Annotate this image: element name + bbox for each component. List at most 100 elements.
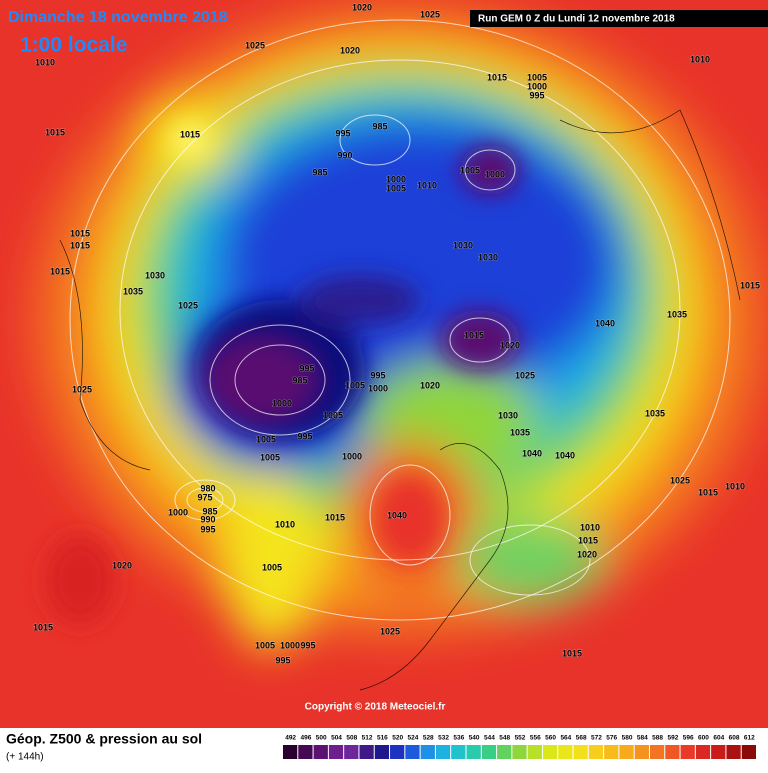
isobar-label: 1020 bbox=[577, 549, 597, 559]
colorbar-swatch bbox=[466, 745, 481, 759]
low-cores bbox=[45, 122, 520, 625]
colorbar-swatch bbox=[451, 745, 466, 759]
colorbar-swatch bbox=[283, 745, 298, 759]
map-title: Dimanche 18 novembre 2018 bbox=[8, 9, 228, 26]
colorbar-swatch bbox=[512, 745, 527, 759]
isobar-label: 995 bbox=[300, 640, 315, 650]
colorbar-label: 544 bbox=[484, 735, 495, 742]
isobar-label: 1000 bbox=[272, 398, 292, 408]
isobar-label: 985 bbox=[292, 375, 307, 385]
isobar-label: 1000 bbox=[527, 81, 547, 91]
isobar-label: 1005 bbox=[323, 410, 343, 420]
isobar-label: 1015 bbox=[487, 72, 507, 82]
map-time: 1:00 locale bbox=[20, 34, 127, 57]
isobar-label: 985 bbox=[312, 167, 327, 177]
isobar-label: 1005 bbox=[386, 183, 406, 193]
colorbar-label: 552 bbox=[515, 735, 526, 742]
isobar-label: 995 bbox=[297, 431, 312, 441]
isobar-label: 1035 bbox=[645, 408, 665, 418]
isobar-label: 1015 bbox=[698, 487, 718, 497]
isobar-label: 1015 bbox=[70, 228, 90, 238]
colorbar-swatch bbox=[344, 745, 359, 759]
isobar-label: 1020 bbox=[352, 2, 372, 12]
colorbar-swatch bbox=[542, 745, 558, 759]
isobar-label: 985 bbox=[202, 506, 217, 516]
isobar-label: 1005 bbox=[262, 562, 282, 572]
isobar-label: 1030 bbox=[478, 252, 498, 262]
isobar-label: 1010 bbox=[417, 180, 437, 190]
colorbar-label: 596 bbox=[683, 735, 694, 742]
colorbar-label: 556 bbox=[530, 735, 541, 742]
isobar-label: 1025 bbox=[72, 384, 92, 394]
isobar-label: 1025 bbox=[515, 370, 535, 380]
isobar-label: 1040 bbox=[522, 448, 542, 458]
colorbar-swatch bbox=[588, 745, 604, 759]
colorbar-label: 568 bbox=[576, 735, 587, 742]
isobar-label: 975 bbox=[197, 492, 212, 502]
isobar-label: 980 bbox=[200, 483, 215, 493]
colorbar-label: 536 bbox=[453, 735, 464, 742]
isobar-label: 1025 bbox=[178, 300, 198, 310]
colorbar-label: 580 bbox=[622, 735, 633, 742]
colorbar-swatch bbox=[328, 745, 344, 759]
isobar-label: 995 bbox=[529, 90, 544, 100]
colorbar-swatch bbox=[558, 745, 573, 759]
colorbar-label: 512 bbox=[362, 735, 373, 742]
colorbar-label: 496 bbox=[301, 735, 312, 742]
isobar-label: 995 bbox=[335, 128, 350, 138]
isobar-label: 1020 bbox=[112, 560, 132, 570]
isobar-label: 1030 bbox=[498, 410, 518, 420]
colorbar-swatch bbox=[359, 745, 374, 759]
isobar-label: 1015 bbox=[33, 622, 53, 632]
isobar-label: 1015 bbox=[325, 512, 345, 522]
isobar-label: 1000 bbox=[280, 640, 300, 650]
isobar-label: 995 bbox=[200, 524, 215, 534]
colorbar-label: 500 bbox=[316, 735, 327, 742]
colorbar-label: 604 bbox=[713, 735, 724, 742]
colorbar-swatch bbox=[619, 745, 634, 759]
isobar-label: 1015 bbox=[464, 330, 484, 340]
colorbar-label: 520 bbox=[392, 735, 403, 742]
isobar-label: 1035 bbox=[510, 427, 530, 437]
copyright: Copyright © 2018 Meteociel.fr bbox=[305, 702, 446, 713]
isobar-label: 1015 bbox=[578, 535, 598, 545]
isobar-label: 1005 bbox=[460, 165, 480, 175]
isobar-label: 1015 bbox=[50, 266, 70, 276]
colorbar-label: 612 bbox=[744, 735, 755, 742]
colorbar-swatch bbox=[711, 745, 726, 759]
isobar-label: 1020 bbox=[420, 380, 440, 390]
colorbar-swatch bbox=[435, 745, 451, 759]
isobar-label: 1005 bbox=[527, 72, 547, 82]
isobar-label: 995 bbox=[370, 370, 385, 380]
isobar-label: 1010 bbox=[725, 481, 745, 491]
isobar-label: 995 bbox=[275, 655, 290, 665]
isobar-label: 1005 bbox=[345, 380, 365, 390]
colorbar-swatch bbox=[313, 745, 328, 759]
coastlines bbox=[59, 109, 741, 691]
isobar-label: 1025 bbox=[670, 475, 690, 485]
legend-lead: (+ 144h) bbox=[6, 752, 44, 763]
isobar-label: 1035 bbox=[123, 286, 143, 296]
isobar-label: 1005 bbox=[255, 640, 275, 650]
isobars bbox=[69, 19, 731, 621]
isobar-label: 985 bbox=[372, 121, 387, 131]
colorbar-label: 548 bbox=[499, 735, 510, 742]
isobar-label: 1000 bbox=[168, 507, 188, 517]
colorbar-swatch bbox=[497, 745, 512, 759]
isobar-label: 995 bbox=[299, 363, 314, 373]
isobar-label: 1000 bbox=[386, 174, 406, 184]
isobar-label: 1020 bbox=[340, 45, 360, 55]
colorbar-label: 560 bbox=[545, 735, 556, 742]
isobar-label: 1000 bbox=[485, 169, 505, 179]
colorbar-swatch bbox=[390, 745, 405, 759]
colorbar-label: 504 bbox=[331, 735, 342, 742]
isobar-label: 990 bbox=[337, 150, 352, 160]
colorbar: 492 496 500 504 508 512 516 520 524 528 532 536 540 5… bbox=[283, 735, 756, 759]
isobar-label: 1010 bbox=[690, 54, 710, 64]
isobar-label: 1015 bbox=[562, 648, 582, 658]
isobar-label: 1005 bbox=[260, 452, 280, 462]
colorbar-swatch bbox=[374, 745, 390, 759]
isobar-label: 1015 bbox=[45, 127, 65, 137]
